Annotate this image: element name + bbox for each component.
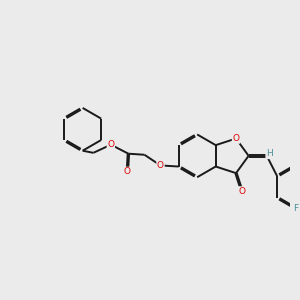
Text: O: O [107, 140, 114, 149]
Text: O: O [124, 167, 131, 176]
Text: H: H [266, 149, 273, 158]
Text: F: F [293, 204, 298, 213]
Text: O: O [157, 161, 164, 170]
Text: O: O [232, 134, 239, 143]
Text: O: O [238, 187, 245, 196]
